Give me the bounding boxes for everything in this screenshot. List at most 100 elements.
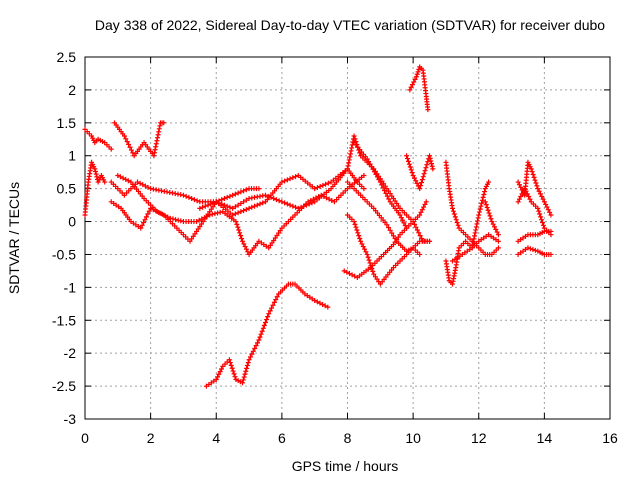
data-point [233, 219, 239, 225]
data-point [536, 188, 542, 194]
data-point [526, 194, 532, 200]
data-point [476, 212, 482, 218]
data-point [451, 211, 457, 217]
y-tick-label: 2 [68, 82, 76, 98]
data-point [145, 184, 151, 190]
data-point [199, 216, 205, 222]
data-point [92, 166, 98, 172]
data-point [194, 219, 200, 225]
y-axis-label: SDTVAR / TECUs [6, 182, 22, 294]
data-point [271, 196, 277, 202]
data-point [201, 215, 207, 221]
data-point [409, 170, 415, 176]
series-trace-t [515, 245, 554, 257]
series-trace-q [450, 179, 492, 264]
data-point [221, 202, 227, 208]
data-point [284, 177, 290, 183]
data-point [424, 162, 430, 168]
data-point [241, 241, 247, 247]
data-point [422, 201, 428, 207]
data-point [357, 235, 363, 241]
data-point [423, 199, 429, 205]
data-point [265, 314, 271, 320]
data-point [477, 206, 483, 212]
data-point [197, 205, 203, 211]
data-point [194, 198, 200, 204]
data-point [487, 213, 493, 219]
data-point [298, 204, 304, 210]
data-point [364, 251, 370, 257]
data-point [137, 180, 143, 186]
data-point [282, 178, 288, 184]
series-trace-b [82, 126, 114, 152]
data-point [429, 161, 434, 167]
series-trace-e [108, 166, 367, 244]
data-point [230, 205, 236, 211]
data-point [279, 179, 285, 185]
data-point [421, 171, 427, 177]
axis-ticks [84, 56, 611, 420]
data-point [352, 221, 358, 227]
data-point [205, 202, 211, 208]
series-trace-p [443, 159, 501, 257]
data-point [241, 188, 247, 194]
data-point [482, 199, 488, 205]
data-point [143, 214, 149, 220]
data-point [423, 165, 429, 171]
data-point [238, 233, 244, 239]
data-point [417, 233, 423, 239]
data-point [534, 183, 540, 189]
series-trace-s [515, 159, 554, 218]
data-point [479, 200, 485, 206]
data-point [228, 362, 234, 368]
series-trace-f [115, 172, 367, 257]
data-point [314, 299, 320, 305]
x-tick-label: 2 [147, 430, 155, 446]
data-point [215, 210, 221, 216]
data-point [367, 161, 373, 167]
data-point [293, 204, 299, 210]
data-point [515, 179, 521, 185]
data-point [241, 374, 247, 380]
data-point [253, 343, 259, 349]
data-point [454, 219, 460, 225]
data-point [422, 168, 428, 174]
data-point [157, 210, 163, 216]
data-point [408, 84, 414, 90]
data-point [352, 136, 358, 142]
data-point [265, 193, 271, 199]
data-point [230, 368, 236, 374]
data-point [139, 222, 145, 228]
y-tick-label: 0.5 [57, 181, 77, 197]
data-point [530, 247, 536, 253]
y-tick-label: -2 [64, 345, 77, 361]
data-point [419, 207, 425, 213]
data-point [429, 163, 435, 169]
data-point [370, 268, 376, 274]
y-tick-labels: -3 -2.5 -2 -1.5 -1 -0.5 0 0.5 1 1.5 2 2.5 [52, 49, 76, 427]
y-tick-label: -0.5 [52, 246, 76, 262]
data-point [94, 174, 100, 180]
data-point [541, 199, 547, 205]
data-point [495, 238, 501, 244]
data-point [547, 209, 553, 215]
data-point [414, 227, 420, 233]
data-point [293, 174, 299, 180]
y-tick-label: -3 [64, 411, 77, 427]
data-point [412, 76, 418, 82]
data-point [154, 209, 160, 215]
series-trace-l [351, 140, 410, 231]
data-point [320, 301, 326, 307]
data-point [450, 208, 456, 214]
data-point [159, 211, 165, 217]
data-point [183, 193, 189, 199]
data-point [389, 230, 395, 236]
data-point [518, 194, 524, 200]
data-point [295, 205, 301, 211]
data-point [244, 365, 250, 371]
data-point [384, 222, 390, 228]
data-point [484, 204, 490, 210]
data-point [142, 183, 148, 189]
data-point [170, 216, 176, 222]
